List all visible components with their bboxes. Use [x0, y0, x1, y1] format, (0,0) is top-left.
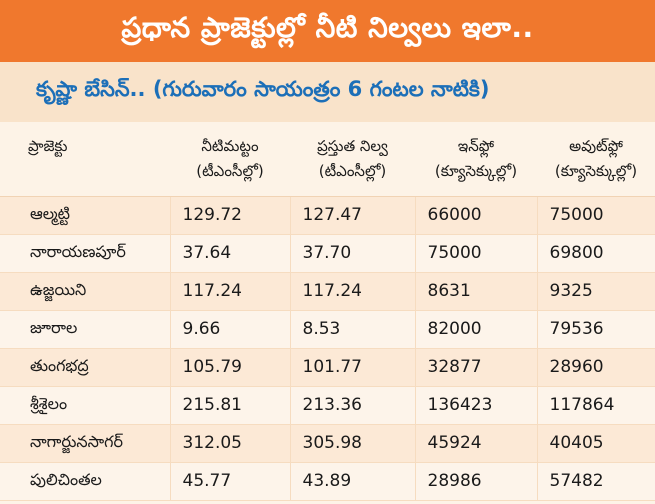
water-level-cell: 129.72 [169, 196, 290, 235]
inflow-cell: 136423 [414, 386, 537, 425]
table-row: తుంగభద్ర 105.79 101.77 32877 28960 [0, 348, 655, 387]
subtitle-bar: కృష్ణా బేసిన్.. (గురువారం సాయంత్రం 6 గంట… [0, 62, 655, 122]
table-row: నాగార్జునసాగర్ 312.05 305.98 45924 40405 [0, 424, 655, 463]
outflow-cell: 9325 [536, 272, 655, 311]
inflow-cell: 32877 [414, 348, 537, 387]
table-header: ప్రాజెక్టు నీటిమట్టం (టీఎంసీల్లో) ప్రస్తు… [0, 122, 655, 197]
project-name: ఆల్మట్టి [0, 196, 170, 235]
storage-cell: 127.47 [289, 196, 415, 235]
storage-cell: 43.89 [289, 462, 415, 501]
title-banner: ప్రధాన ప్రాజెక్టుల్లో నీటి నిల్వలు ఇలా.. [0, 0, 655, 62]
storage-cell: 8.53 [289, 310, 415, 349]
storage-cell: 305.98 [289, 424, 415, 463]
project-name: పులిచింతల [0, 462, 170, 501]
table-row: జూరాల 9.66 8.53 82000 79536 [0, 310, 655, 349]
inflow-cell: 8631 [414, 272, 537, 311]
inflow-cell: 66000 [414, 196, 537, 235]
storage-cell: 117.24 [289, 272, 415, 311]
outflow-cell: 57482 [536, 462, 655, 501]
project-name: జూరాల [0, 310, 170, 349]
inflow-cell: 45924 [414, 424, 537, 463]
water-level-cell: 312.05 [169, 424, 290, 463]
table-row: ఆల్మట్టి 129.72 127.47 66000 75000 [0, 196, 655, 235]
project-name: శ్రీశైలం [0, 386, 170, 425]
outflow-cell: 79536 [536, 310, 655, 349]
inflow-cell: 75000 [414, 234, 537, 273]
subtitle-text: కృష్ణా బేసిన్.. (గురువారం సాయంత్రం 6 గంట… [36, 77, 490, 101]
table-row: శ్రీశైలం 215.81 213.36 136423 117864 [0, 386, 655, 425]
water-level-cell: 105.79 [169, 348, 290, 387]
outflow-cell: 69800 [536, 234, 655, 273]
water-level-cell: 215.81 [169, 386, 290, 425]
water-level-cell: 37.64 [169, 234, 290, 273]
header-project: ప్రాజెక్టు [0, 122, 170, 197]
table-row: ఉజ్జయిని 117.24 117.24 8631 9325 [0, 272, 655, 311]
storage-cell: 37.70 [289, 234, 415, 273]
inflow-cell: 82000 [414, 310, 537, 349]
reservoir-table: ప్రాజెక్టు నీటిమట్టం (టీఎంసీల్లో) ప్రస్తు… [0, 122, 655, 501]
storage-cell: 213.36 [289, 386, 415, 425]
project-name: తుంగభద్ర [0, 348, 170, 387]
water-level-cell: 9.66 [169, 310, 290, 349]
water-level-cell: 45.77 [169, 462, 290, 501]
table-row: పులిచింతల 45.77 43.89 28986 57482 [0, 462, 655, 501]
project-name: నాగార్జునసాగర్ [0, 424, 170, 463]
project-name: ఉజ్జయిని [0, 272, 170, 311]
table-body: ఆల్మట్టి 129.72 127.47 66000 75000 నారాయ… [0, 196, 655, 501]
banner-title: ప్రధాన ప్రాజెక్టుల్లో నీటి నిల్వలు ఇలా.. [121, 11, 534, 44]
project-name: నారాయణపూర్ [0, 234, 170, 273]
outflow-cell: 40405 [536, 424, 655, 463]
outflow-cell: 117864 [536, 386, 655, 425]
inflow-cell: 28986 [414, 462, 537, 501]
storage-cell: 101.77 [289, 348, 415, 387]
header-inflow: ఇన్‌ఫ్లో (క్యూసెక్కుల్లో) [415, 122, 537, 197]
outflow-cell: 75000 [536, 196, 655, 235]
outflow-cell: 28960 [536, 348, 655, 387]
header-current-storage: ప్రస్తుత నిల్వ (టీఎంసీల్లో) [290, 122, 415, 197]
table-row: నారాయణపూర్ 37.64 37.70 75000 69800 [0, 234, 655, 273]
water-level-cell: 117.24 [169, 272, 290, 311]
header-water-level: నీటిమట్టం (టీఎంసీల్లో) [170, 122, 290, 197]
header-outflow: అవుట్‌ఫ్లో (క్యూసెక్కుల్లో) [537, 122, 655, 197]
